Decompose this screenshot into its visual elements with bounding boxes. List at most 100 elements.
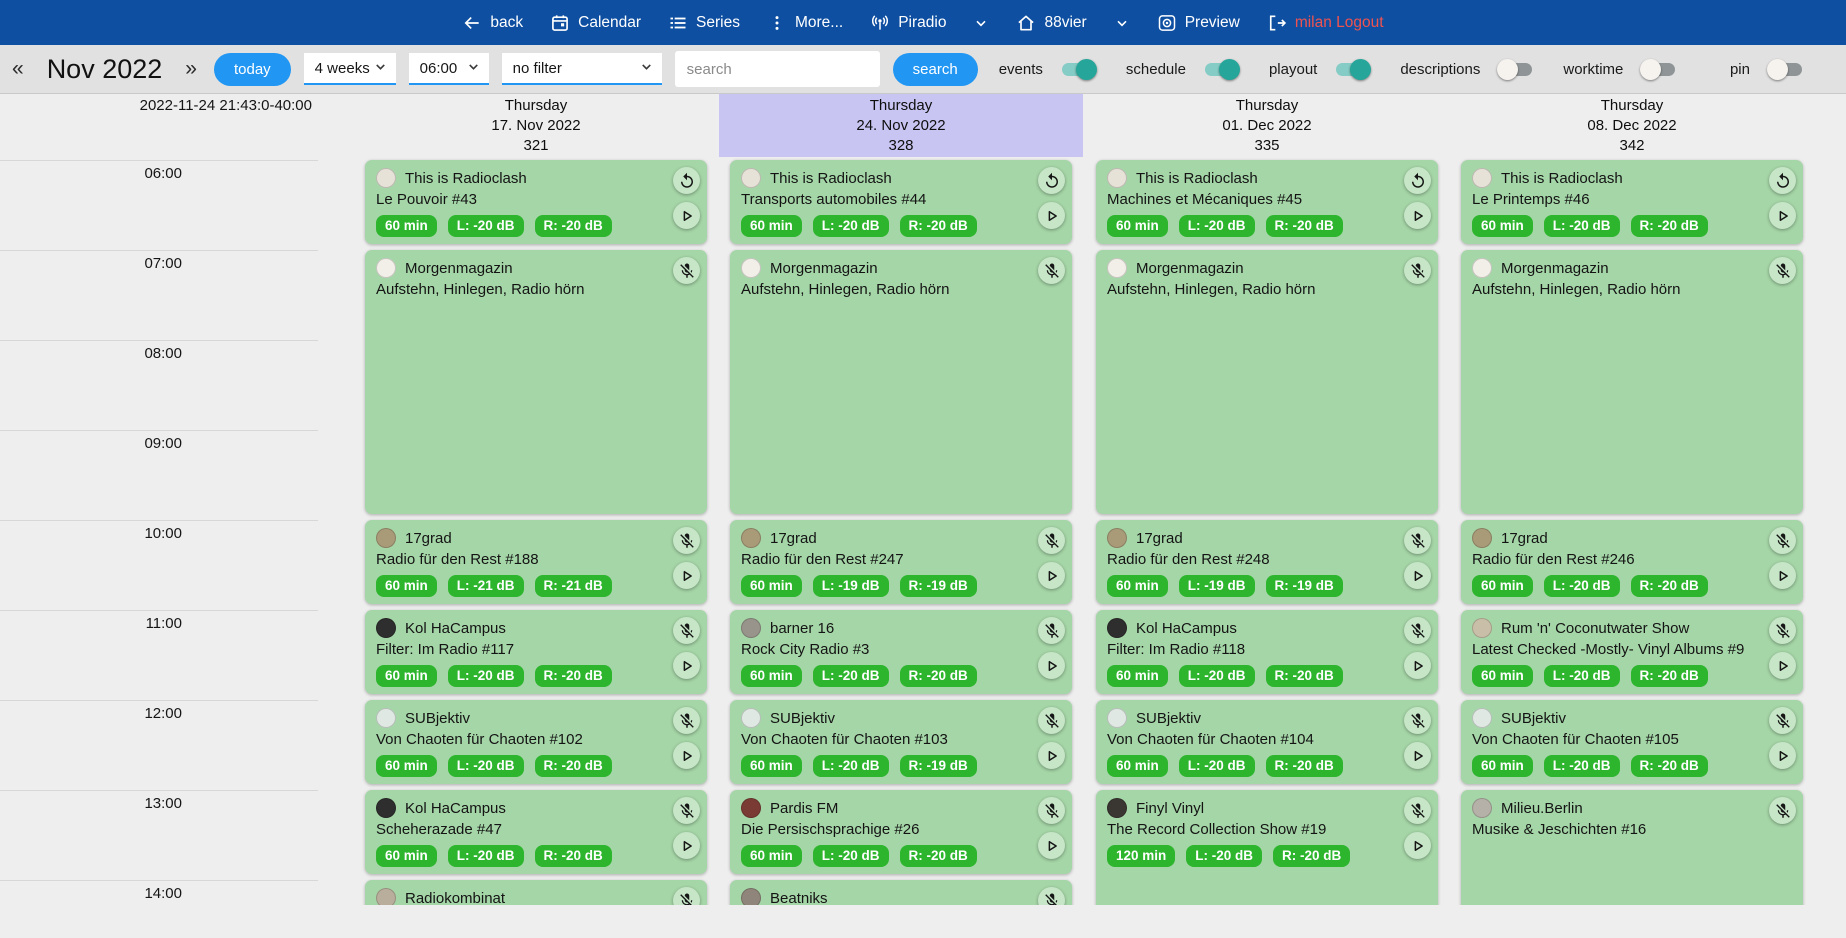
- replay-button[interactable]: [1769, 167, 1796, 194]
- event-card[interactable]: Morgenmagazin Aufstehn, Hinlegen, Radio h…: [1461, 250, 1803, 514]
- worktime-toggle[interactable]: [1640, 58, 1677, 80]
- next-month-button[interactable]: »: [185, 57, 197, 80]
- station-dropdown-chevron[interactable]: [1114, 15, 1130, 31]
- play-button[interactable]: [1404, 202, 1431, 229]
- play-button[interactable]: [1404, 562, 1431, 589]
- event-card[interactable]: Kol HaCampus Filter: Im Radio #118 60 min L…: [1096, 610, 1438, 694]
- mic-off-button[interactable]: [1404, 527, 1431, 554]
- mic-off-button[interactable]: [1404, 707, 1431, 734]
- replay-button[interactable]: [1404, 167, 1431, 194]
- nav-series[interactable]: Series: [668, 13, 740, 33]
- event-card[interactable]: SUBjektiv Von Chaoten für Chaoten #105 60 …: [1461, 700, 1803, 784]
- event-card[interactable]: Kol HaCampus Filter: Im Radio #117 60 min L…: [365, 610, 707, 694]
- nav-more[interactable]: More...: [767, 13, 843, 33]
- play-button[interactable]: [1769, 562, 1796, 589]
- event-card[interactable]: Morgenmagazin Aufstehn, Hinlegen, Radio h…: [730, 250, 1072, 514]
- event-card[interactable]: Morgenmagazin Aufstehn, Hinlegen, Radio h…: [1096, 250, 1438, 514]
- play-button[interactable]: [1769, 742, 1796, 769]
- duration-badge: 60 min: [1107, 575, 1168, 597]
- play-button[interactable]: [673, 742, 700, 769]
- mic-off-button[interactable]: [1038, 887, 1065, 905]
- nav-preview[interactable]: Preview: [1157, 13, 1240, 33]
- piradio-dropdown-chevron[interactable]: [973, 15, 989, 31]
- events-toggle[interactable]: [1060, 58, 1097, 80]
- mic-off-button[interactable]: [1404, 617, 1431, 644]
- mic-off-button[interactable]: [1404, 797, 1431, 824]
- mic-off-button[interactable]: [673, 617, 700, 644]
- play-button[interactable]: [1769, 652, 1796, 679]
- descriptions-toggle[interactable]: [1497, 58, 1534, 80]
- today-button[interactable]: today: [213, 52, 291, 86]
- mic-off-button[interactable]: [673, 887, 700, 905]
- play-button[interactable]: [1038, 742, 1065, 769]
- play-button[interactable]: [673, 562, 700, 589]
- month-label: Nov 2022: [46, 53, 163, 84]
- mic-off-button[interactable]: [1769, 797, 1796, 824]
- play-button[interactable]: [1769, 202, 1796, 229]
- replay-button[interactable]: [1038, 167, 1065, 194]
- mic-off-button[interactable]: [1038, 257, 1065, 284]
- play-button[interactable]: [1038, 652, 1065, 679]
- play-button[interactable]: [1038, 832, 1065, 859]
- play-button[interactable]: [673, 832, 700, 859]
- play-button[interactable]: [1404, 652, 1431, 679]
- play-button[interactable]: [1038, 562, 1065, 589]
- search-input[interactable]: [674, 51, 880, 87]
- play-button[interactable]: [1038, 202, 1065, 229]
- play-button[interactable]: [673, 652, 700, 679]
- back-button[interactable]: back: [462, 13, 523, 33]
- play-button[interactable]: [1404, 742, 1431, 769]
- mic-off-button[interactable]: [1769, 707, 1796, 734]
- pin-toggle[interactable]: [1767, 58, 1804, 80]
- event-card-icons: [1038, 257, 1065, 284]
- mic-off-button[interactable]: [1038, 527, 1065, 554]
- event-card[interactable]: SUBjektiv Von Chaoten für Chaoten #103 60 …: [730, 700, 1072, 784]
- mic-off-button[interactable]: [1769, 617, 1796, 644]
- search-button[interactable]: search: [892, 52, 978, 86]
- mic-off-button[interactable]: [1769, 527, 1796, 554]
- play-button[interactable]: [673, 202, 700, 229]
- event-card[interactable]: barner 16 Rock City Radio #3 60 min L: -20 …: [730, 610, 1072, 694]
- play-button[interactable]: [1404, 832, 1431, 859]
- schedule-toggle[interactable]: [1203, 58, 1240, 80]
- nav-piradio[interactable]: Piradio: [870, 13, 946, 33]
- mic-off-button[interactable]: [673, 797, 700, 824]
- mic-off-button[interactable]: [673, 527, 700, 554]
- start-time-select[interactable]: 06:00: [408, 53, 489, 85]
- range-select[interactable]: 4 weeks: [303, 53, 396, 85]
- event-card[interactable]: Milieu.Berlin Musike & Jeschichten #16: [1461, 790, 1803, 905]
- event-card[interactable]: This is Radioclash Transports automobiles…: [730, 160, 1072, 244]
- event-card[interactable]: Kol HaCampus Scheherazade #47 60 min L: -20…: [365, 790, 707, 874]
- toggle-thumb: [1640, 58, 1662, 80]
- event-card[interactable]: This is Radioclash Le Pouvoir #43 60 min L:…: [365, 160, 707, 244]
- event-card[interactable]: SUBjektiv Von Chaoten für Chaoten #104 60 …: [1096, 700, 1438, 784]
- replay-button[interactable]: [673, 167, 700, 194]
- event-card[interactable]: 17grad Radio für den Rest #248 60 min L: -1…: [1096, 520, 1438, 604]
- event-card[interactable]: 17grad Radio für den Rest #246 60 min L: -2…: [1461, 520, 1803, 604]
- event-card[interactable]: Pardis FM Die Persischsprachige #26 60 min…: [730, 790, 1072, 874]
- event-card[interactable]: Rum 'n' Coconutwater Show Latest Checked …: [1461, 610, 1803, 694]
- filter-select[interactable]: no filter: [501, 53, 662, 85]
- playout-toggle[interactable]: [1334, 58, 1372, 80]
- mic-off-button[interactable]: [1769, 257, 1796, 284]
- event-card[interactable]: SUBjektiv Von Chaoten für Chaoten #102 60 …: [365, 700, 707, 784]
- mic-off-button[interactable]: [1038, 617, 1065, 644]
- nav-station[interactable]: 88vier: [1016, 13, 1087, 33]
- header-weekday: Thursday: [504, 97, 568, 114]
- event-card[interactable]: 17grad Radio für den Rest #247 60 min L: -1…: [730, 520, 1072, 604]
- event-card[interactable]: This is Radioclash Le Printemps #46 60 min…: [1461, 160, 1803, 244]
- nav-calendar[interactable]: Calendar: [550, 13, 641, 33]
- logout-button[interactable]: milan Logout: [1267, 13, 1384, 33]
- event-card[interactable]: 17grad Radio für den Rest #188 60 min L: -2…: [365, 520, 707, 604]
- event-card[interactable]: Beatniks: [730, 880, 1072, 905]
- event-card[interactable]: Radiokombinat: [365, 880, 707, 905]
- event-card[interactable]: Finyl Vinyl The Record Collection Show #1…: [1096, 790, 1438, 905]
- mic-off-button[interactable]: [673, 707, 700, 734]
- event-card[interactable]: This is Radioclash Machines et Mécaniques…: [1096, 160, 1438, 244]
- mic-off-button[interactable]: [1038, 797, 1065, 824]
- event-card[interactable]: Morgenmagazin Aufstehn, Hinlegen, Radio h…: [365, 250, 707, 514]
- mic-off-button[interactable]: [1404, 257, 1431, 284]
- prev-month-button[interactable]: «: [12, 57, 24, 80]
- mic-off-button[interactable]: [673, 257, 700, 284]
- mic-off-button[interactable]: [1038, 707, 1065, 734]
